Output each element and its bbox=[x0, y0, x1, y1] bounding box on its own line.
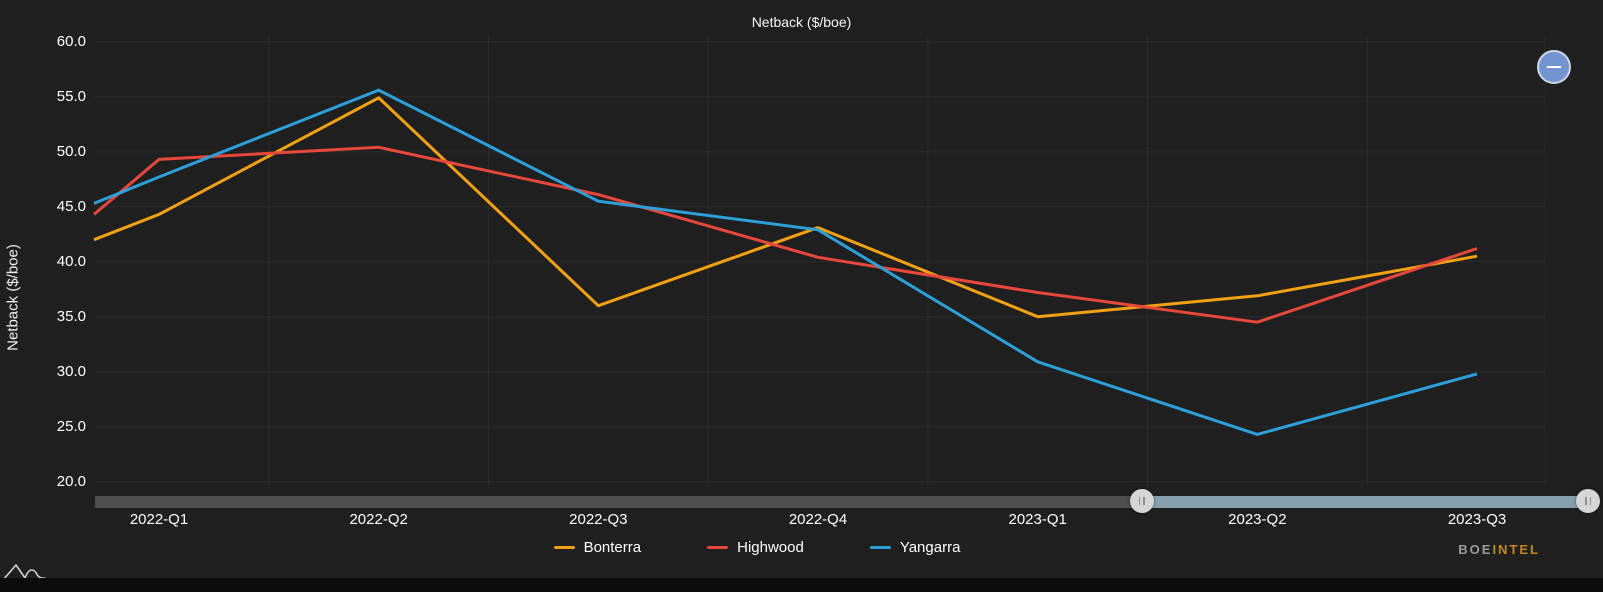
legend: Bonterra Highwood Yangarra bbox=[0, 539, 1514, 556]
y-tick-label: 30.0 bbox=[56, 362, 86, 380]
x-axis-label: 2022-Q3 bbox=[569, 511, 628, 528]
legend-swatch-icon bbox=[553, 546, 575, 549]
y-tick-label: 25.0 bbox=[56, 417, 86, 435]
y-tick-label: 40.0 bbox=[56, 252, 86, 270]
scrollbar-track[interactable] bbox=[95, 496, 1142, 508]
legend-label: Highwood bbox=[737, 539, 804, 556]
brand-boe-text: BOE bbox=[1458, 542, 1493, 557]
series-line-yangarra[interactable] bbox=[93, 88, 1478, 436]
grip-icon bbox=[1585, 497, 1587, 505]
x-axis-label: 2022-Q2 bbox=[349, 511, 408, 528]
legend-label: Yangarra bbox=[899, 539, 961, 556]
x-axis-label: 2022-Q4 bbox=[788, 511, 848, 528]
x-axis-label: 2023-Q2 bbox=[1228, 511, 1287, 528]
legend-swatch-icon bbox=[869, 546, 891, 549]
scrollbar-selected-range[interactable] bbox=[1141, 496, 1590, 508]
minus-icon bbox=[1547, 66, 1561, 68]
y-tick-label: 55.0 bbox=[56, 87, 86, 105]
y-tick-label: 45.0 bbox=[56, 197, 86, 215]
y-tick-label: 35.0 bbox=[56, 307, 86, 325]
grip-icon bbox=[1143, 497, 1145, 505]
y-tick-label: 60.0 bbox=[56, 32, 86, 50]
brand-intel-text: INTEL bbox=[1492, 542, 1540, 557]
x-axis-label: 2022-Q1 bbox=[129, 511, 189, 528]
grip-icon bbox=[1589, 497, 1591, 505]
x-axis-label: 2023-Q3 bbox=[1447, 511, 1507, 528]
legend-label: Bonterra bbox=[583, 539, 642, 556]
legend-item-highwood[interactable]: Highwood bbox=[707, 539, 804, 556]
legend-item-bonterra[interactable]: Bonterra bbox=[553, 539, 642, 556]
footer-strip bbox=[0, 578, 1603, 592]
legend-swatch-icon bbox=[707, 546, 729, 549]
boe-intel-logo: BOEINTEL bbox=[1400, 542, 1540, 557]
chart-title: Netback ($/boe) bbox=[751, 14, 852, 30]
legend-item-yangarra[interactable]: Yangarra bbox=[869, 539, 961, 556]
y-tick-label: 50.0 bbox=[56, 142, 86, 160]
series-line-highwood[interactable] bbox=[93, 145, 1478, 324]
x-axis-label: 2023-Q1 bbox=[1008, 511, 1067, 528]
grip-icon bbox=[1138, 497, 1140, 505]
series-line-bonterra[interactable] bbox=[93, 96, 1478, 319]
scrollbar-right-handle[interactable] bbox=[1576, 489, 1600, 513]
zoom-out-button[interactable] bbox=[1537, 50, 1571, 84]
y-tick-label: 20.0 bbox=[56, 472, 86, 490]
scrollbar-left-handle[interactable] bbox=[1129, 489, 1154, 513]
